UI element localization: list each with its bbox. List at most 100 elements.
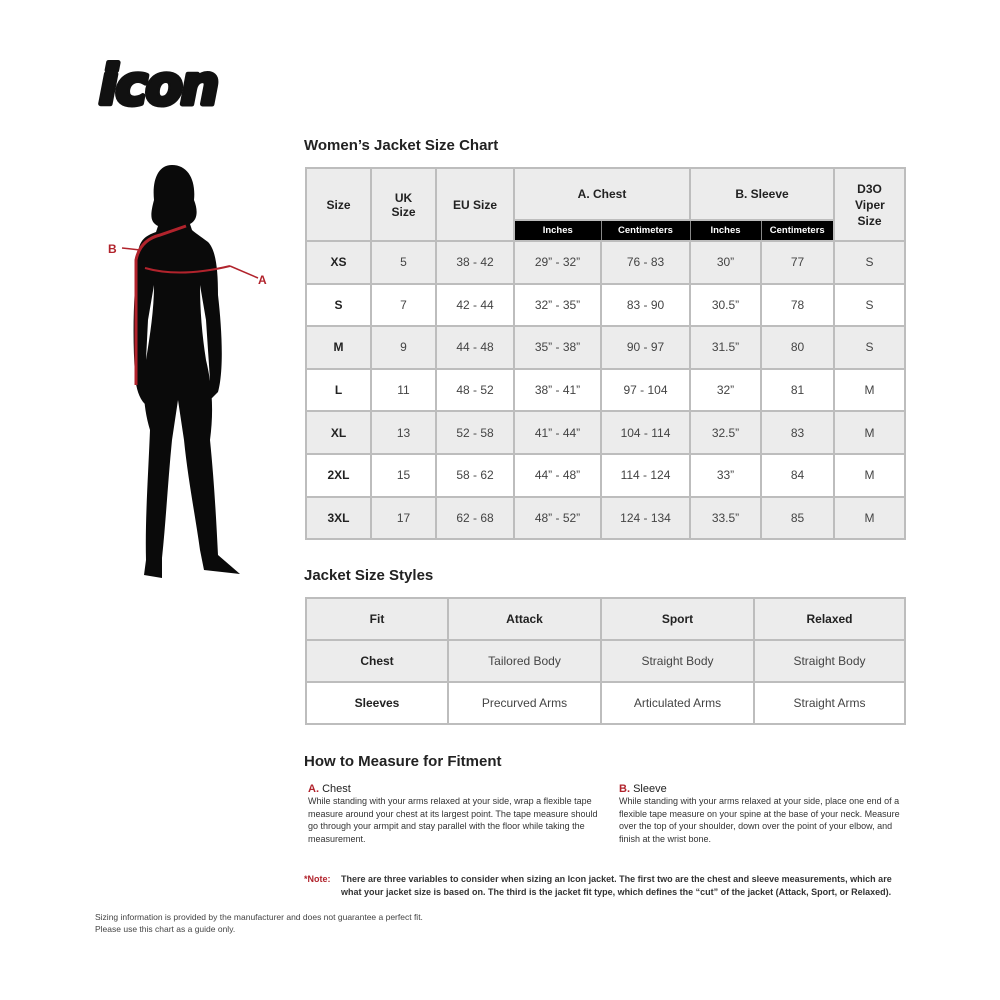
size-cell: 15 bbox=[370, 452, 437, 498]
disclaimer: Sizing information is provided by the ma… bbox=[95, 912, 423, 935]
size-cell: 31.5” bbox=[689, 325, 762, 370]
label-b: B bbox=[108, 242, 117, 256]
size-cell: S bbox=[833, 325, 906, 370]
size-cell: 9 bbox=[370, 325, 437, 370]
size-cell: 13 bbox=[370, 410, 437, 455]
size-cell: M bbox=[833, 367, 906, 413]
subheader-sleeve-cm: Centimeters bbox=[760, 219, 835, 242]
header-eu-size: EU Size bbox=[435, 167, 515, 242]
size-row: XS 5 38 - 42 29” - 32” 76 - 83 30” 77 S bbox=[305, 240, 906, 285]
size-cell: 7 bbox=[370, 282, 437, 328]
size-cell: 30” bbox=[689, 240, 762, 285]
size-cell: M bbox=[833, 410, 906, 455]
size-cell: 29” - 32” bbox=[513, 240, 602, 285]
size-cell: 42 - 44 bbox=[435, 282, 515, 328]
size-cell: S bbox=[305, 282, 372, 328]
styles-header-sport: Sport bbox=[600, 597, 755, 641]
size-cell: 32” - 35” bbox=[513, 282, 602, 328]
size-cell: 33” bbox=[689, 452, 762, 498]
styles-cell: Sleeves bbox=[305, 681, 449, 725]
size-cell: 83 bbox=[760, 410, 835, 455]
styles-cell: Straight Arms bbox=[753, 681, 906, 725]
size-cell: S bbox=[833, 240, 906, 285]
size-cell: 44 - 48 bbox=[435, 325, 515, 370]
header-uk-size: UK Size bbox=[370, 167, 437, 242]
styles-title: Jacket Size Styles bbox=[304, 567, 434, 584]
size-cell: M bbox=[305, 325, 372, 370]
size-cell: 97 - 104 bbox=[600, 367, 691, 413]
size-cell: 78 bbox=[760, 282, 835, 328]
size-row: 3XL 17 62 - 68 48” - 52” 124 - 134 33.5” 85 M bbox=[305, 495, 906, 541]
chest-letter: A. bbox=[308, 783, 319, 795]
measure-title: How to Measure for Fitment bbox=[304, 753, 502, 770]
size-cell: L bbox=[305, 367, 372, 413]
header-sleeve: B. Sleeve bbox=[689, 167, 835, 221]
size-cell: 114 - 124 bbox=[600, 452, 691, 498]
size-cell: 62 - 68 bbox=[435, 495, 515, 541]
styles-cell: Chest bbox=[305, 639, 449, 683]
size-cell: 58 - 62 bbox=[435, 452, 515, 498]
sleeve-letter: B. bbox=[619, 783, 630, 795]
size-cell: 38 - 42 bbox=[435, 240, 515, 285]
size-cell: 80 bbox=[760, 325, 835, 370]
note: *Note: There are three variables to cons… bbox=[304, 873, 904, 898]
size-chart-table: Size UK Size EU Size A. Chest B. Sleeve … bbox=[305, 167, 906, 541]
styles-row-chest: Chest Tailored Body Straight Body Straig… bbox=[305, 639, 906, 683]
note-label: *Note: bbox=[304, 874, 331, 884]
size-cell: S bbox=[833, 282, 906, 328]
size-cell: 48” - 52” bbox=[513, 495, 602, 541]
size-cell: XS bbox=[305, 240, 372, 285]
size-row: 2XL 15 58 - 62 44” - 48” 114 - 124 33” 84 M bbox=[305, 452, 906, 498]
chest-instructions: While standing with your arms relaxed at… bbox=[308, 796, 598, 844]
size-cell: 52 - 58 bbox=[435, 410, 515, 455]
size-row: L 11 48 - 52 38” - 41” 97 - 104 32” 81 M bbox=[305, 367, 906, 413]
styles-table: Fit Attack Sport Relaxed Chest Tailored … bbox=[305, 597, 906, 725]
size-cell: 84 bbox=[760, 452, 835, 498]
size-row: XL 13 52 - 58 41” - 44” 104 - 114 32.5” 83 M bbox=[305, 410, 906, 455]
subheader-sleeve-inches: Inches bbox=[689, 219, 762, 242]
size-cell: 5 bbox=[370, 240, 437, 285]
size-cell: 2XL bbox=[305, 452, 372, 498]
styles-cell: Precurved Arms bbox=[447, 681, 602, 725]
size-cell: 38” - 41” bbox=[513, 367, 602, 413]
size-cell: 48 - 52 bbox=[435, 367, 515, 413]
disclaimer-line-2: Please use this chart as a guide only. bbox=[95, 923, 236, 934]
label-a: A bbox=[258, 273, 267, 287]
styles-cell: Tailored Body bbox=[447, 639, 602, 683]
header-size: Size bbox=[305, 167, 372, 242]
size-cell: M bbox=[833, 452, 906, 498]
chest-label: Chest bbox=[322, 783, 351, 795]
size-row: M 9 44 - 48 35” - 38” 90 - 97 31.5” 80 S bbox=[305, 325, 906, 370]
styles-cell: Straight Body bbox=[600, 639, 755, 683]
measure-sleeve: B. Sleeve While standing with your arms … bbox=[619, 783, 904, 845]
size-row: S 7 42 - 44 32” - 35” 83 - 90 30.5” 78 S bbox=[305, 282, 906, 328]
disclaimer-line-1: Sizing information is provided by the ma… bbox=[95, 912, 423, 922]
note-text: There are three variables to consider wh… bbox=[341, 874, 892, 897]
styles-row-sleeves: Sleeves Precurved Arms Articulated Arms … bbox=[305, 681, 906, 725]
size-cell: 35” - 38” bbox=[513, 325, 602, 370]
sleeve-label: Sleeve bbox=[633, 783, 667, 795]
size-cell: 30.5” bbox=[689, 282, 762, 328]
size-cell: 81 bbox=[760, 367, 835, 413]
header-chest: A. Chest bbox=[513, 167, 691, 221]
size-cell: 3XL bbox=[305, 495, 372, 541]
styles-header-relaxed: Relaxed bbox=[753, 597, 906, 641]
woman-silhouette-figure: B A bbox=[108, 165, 267, 578]
size-cell: 85 bbox=[760, 495, 835, 541]
icon-logo: icon bbox=[97, 60, 222, 112]
subheader-chest-inches: Inches bbox=[513, 219, 602, 242]
size-cell: 44” - 48” bbox=[513, 452, 602, 498]
size-cell: 17 bbox=[370, 495, 437, 541]
size-cell: 33.5” bbox=[689, 495, 762, 541]
size-cell: M bbox=[833, 495, 906, 541]
size-chart-title: Women’s Jacket Size Chart bbox=[304, 137, 499, 154]
size-cell: 32” bbox=[689, 367, 762, 413]
size-cell: 77 bbox=[760, 240, 835, 285]
size-cell: 124 - 134 bbox=[600, 495, 691, 541]
sleeve-instructions: While standing with your arms relaxed at… bbox=[619, 796, 900, 844]
size-cell: 41” - 44” bbox=[513, 410, 602, 455]
size-cell: 11 bbox=[370, 367, 437, 413]
size-cell: 32.5” bbox=[689, 410, 762, 455]
subheader-chest-cm: Centimeters bbox=[600, 219, 691, 242]
styles-cell: Straight Body bbox=[753, 639, 906, 683]
